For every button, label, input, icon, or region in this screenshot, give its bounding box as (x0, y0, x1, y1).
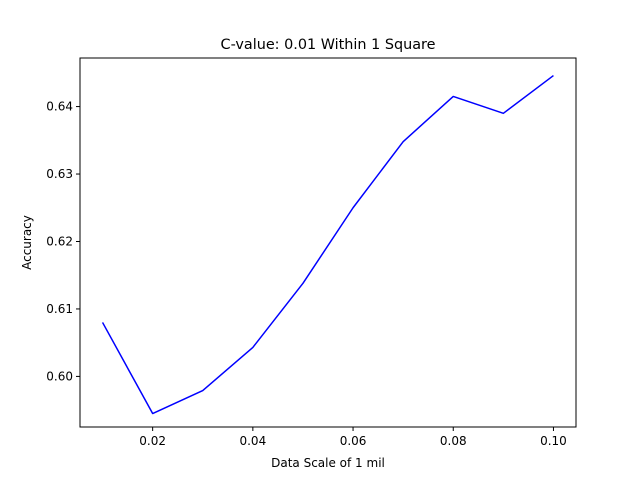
y-axis-label: Accuracy (20, 215, 34, 270)
series-line (101, 74, 554, 415)
plot-area-frame (79, 57, 577, 428)
x-tick-label: 0.04 (239, 434, 266, 448)
y-tick-label: 0.61 (46, 302, 73, 316)
x-axis-ticks: 0.02 0.04 0.06 0.08 0.10 (139, 427, 567, 448)
x-tick-label: 0.02 (139, 434, 166, 448)
chart-title: C-value: 0.01 Within 1 Square (221, 37, 436, 53)
x-tick-label: 0.06 (340, 434, 367, 448)
y-tick-label: 0.62 (46, 234, 73, 248)
y-tick-label: 0.63 (46, 167, 73, 181)
x-tick-label: 0.08 (440, 434, 467, 448)
x-axis-label: Data Scale of 1 mil (271, 456, 385, 470)
y-tick-label: 0.60 (46, 369, 73, 383)
x-tick-label: 0.10 (540, 434, 567, 448)
series-layer (101, 74, 554, 415)
y-axis-ticks: 0.60 0.61 0.62 0.63 0.64 (46, 100, 80, 383)
y-tick-label: 0.64 (46, 100, 73, 114)
